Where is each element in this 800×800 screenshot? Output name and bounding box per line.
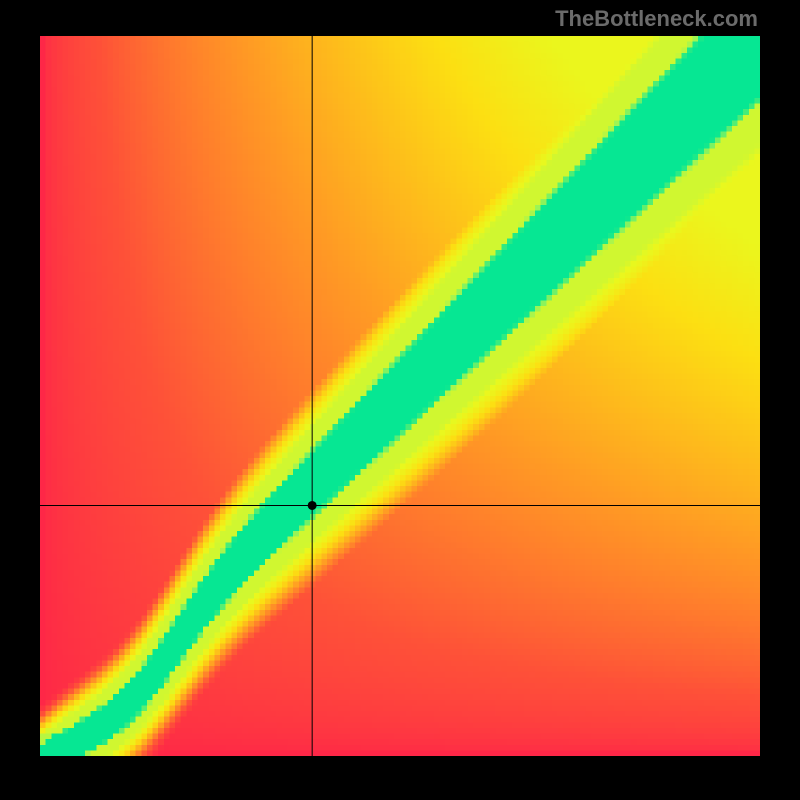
chart-frame — [40, 36, 760, 756]
bottleneck-heatmap — [40, 36, 760, 756]
watermark-text: TheBottleneck.com — [555, 6, 758, 32]
